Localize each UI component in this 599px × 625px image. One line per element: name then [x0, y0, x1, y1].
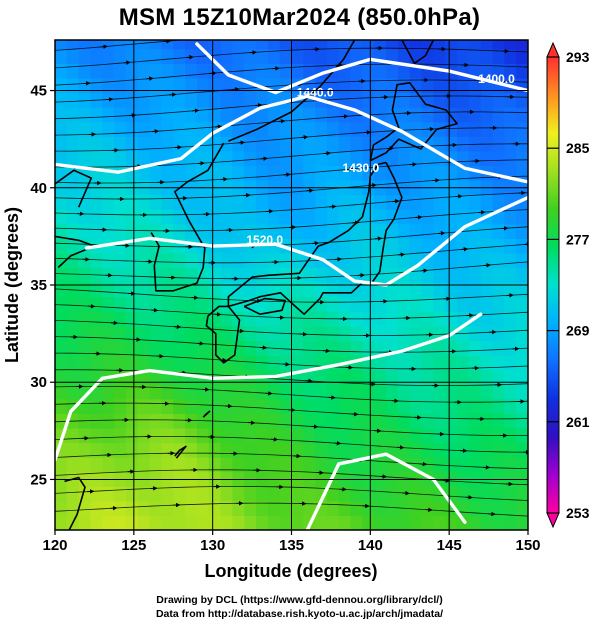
contour-label: 1430.0 — [343, 161, 380, 175]
colorbar-tick-label: 293 — [566, 49, 590, 65]
colorbar-bar — [546, 56, 560, 514]
x-axis-ticks: 120 125 130 135 140 145 150 — [42, 530, 541, 554]
colorbar-min-arrow — [546, 512, 560, 529]
height-contour — [305, 452, 467, 530]
chart-title: MSM 15Z10Mar2024 (850.0hPa) — [118, 4, 481, 31]
colorbar: 293 285 277 269 261 253 — [546, 41, 590, 529]
gridlines — [55, 40, 528, 530]
x-tick-label: 125 — [121, 537, 146, 554]
temperature-field — [55, 40, 528, 530]
y-tick-label: 40 — [30, 180, 47, 197]
colorbar-tick-label: 277 — [566, 231, 590, 247]
colorbar-tick-label: 285 — [566, 140, 590, 156]
credit-line-2: Data from http://database.rish.kyoto-u.a… — [155, 608, 444, 620]
x-tick-label: 150 — [515, 537, 540, 554]
x-tick-label: 135 — [279, 537, 304, 554]
x-tick-label: 145 — [437, 537, 462, 554]
x-tick-label: 130 — [200, 537, 225, 554]
map-plot-area: 1440.0 1430.0 1400.0 1520.0 — [55, 40, 528, 530]
y-axis-ticks: 25 30 35 40 45 — [30, 83, 55, 488]
height-contour — [84, 195, 528, 287]
colorbar-max-arrow — [546, 41, 560, 58]
colorbar-ticks: 293 285 277 269 261 253 — [547, 49, 590, 521]
colorbar-tick-label: 261 — [566, 414, 590, 430]
colorbar-tick-label: 253 — [566, 505, 590, 521]
x-axis-title: Longitude (degrees) — [204, 561, 377, 581]
y-tick-label: 25 — [30, 471, 47, 488]
contour-label: 1400.0 — [478, 72, 515, 86]
y-tick-label: 45 — [30, 83, 47, 100]
coastlines — [55, 40, 458, 530]
y-tick-label: 30 — [30, 374, 47, 391]
credit-line-1: Drawing by DCL (https://www.gfd-dennou.o… — [156, 594, 443, 606]
y-axis-title: Latitude (degrees) — [2, 207, 22, 363]
contour-label: 1520.0 — [246, 233, 283, 247]
height-contour — [55, 94, 528, 184]
colorbar-tick-label: 269 — [566, 323, 590, 339]
contour-label: 1440.0 — [297, 85, 334, 99]
x-tick-label: 140 — [358, 537, 383, 554]
y-tick-label: 35 — [30, 277, 47, 294]
height-contour — [55, 312, 483, 462]
x-tick-label: 120 — [42, 537, 67, 554]
